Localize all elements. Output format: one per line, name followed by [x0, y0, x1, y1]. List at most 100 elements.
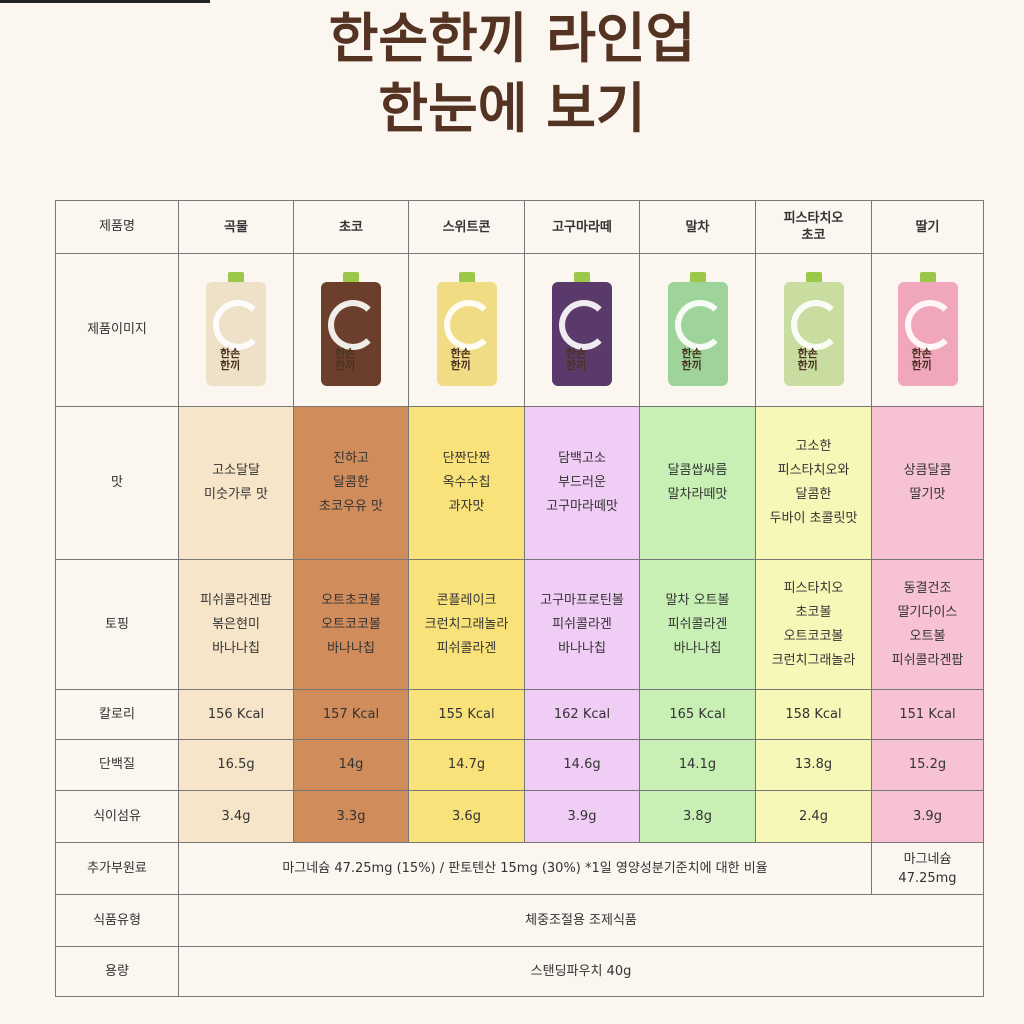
taste-line: 진하고 — [333, 451, 369, 466]
taste-line: 상큼달콤 — [903, 463, 952, 478]
product-fiber-7: 3.9g — [871, 790, 984, 843]
pouch-icon: 한손 한끼 — [782, 272, 846, 388]
pouch-ring-icon — [790, 300, 841, 350]
row-label-protein: 단백질 — [55, 739, 179, 791]
product-calorie-7: 151 Kcal — [871, 689, 984, 740]
product-topping-4: 고구마프로틴볼 피쉬콜라겐 바나나칩 — [524, 559, 640, 690]
pouch-body: 한손 한끼 — [667, 282, 728, 386]
taste-line: 고소달달 — [212, 463, 260, 478]
product-taste-3: 단짠단짠 옥수수칩 과자맛 — [408, 406, 525, 560]
product-name-7: 딸기 — [871, 200, 984, 254]
topping-line: 크런치그래놀라 — [771, 652, 856, 668]
product-protein-4: 14.6g — [524, 739, 640, 791]
product-image-1: 한손 한끼 — [178, 253, 294, 407]
product-name-2: 초코 — [293, 200, 409, 254]
product-calorie-3: 155 Kcal — [408, 689, 525, 740]
taste-line: 딸기맛 — [909, 487, 946, 502]
topping-line: 오트볼 — [909, 628, 946, 644]
product-topping-7: 동결건조 딸기다이스 오트볼 피쉬콜라겐팝 — [871, 559, 984, 690]
taste-line: 미숫가루 맛 — [204, 487, 268, 502]
pouch-ring-icon — [559, 300, 609, 350]
product-fiber-4: 3.9g — [524, 790, 640, 843]
row-label-calorie: 칼로리 — [55, 689, 179, 740]
pouch-label-line: 한손 — [911, 347, 932, 360]
pouch-cap — [458, 272, 475, 282]
row-label-type: 식품유형 — [55, 894, 179, 947]
product-name-4: 고구마라떼 — [524, 200, 640, 254]
topping-line: 피스타치오 — [783, 580, 844, 596]
row-additive: 추가부원료 마그네슘 47.25mg (15%) / 판토텐산 15mg (30… — [55, 842, 984, 895]
product-protein-7: 15.2g — [871, 739, 984, 791]
pouch-body: 한손 한끼 — [897, 282, 958, 386]
taste-line: 옥수수칩 — [442, 475, 491, 490]
food-type-value: 체중조절용 조제식품 — [178, 894, 984, 947]
topping-line: 피쉬콜라겐팝 — [200, 592, 272, 608]
taste-line: 단짠단짠 — [442, 451, 491, 466]
product-image-7: 한손 한끼 — [871, 253, 984, 407]
additive-strawberry-line-2: 47.25mg — [898, 870, 957, 886]
pouch-cap — [689, 272, 706, 282]
pouch-label-line: 한끼 — [335, 359, 356, 372]
topping-line: 피쉬콜라겐팝 — [891, 652, 964, 668]
pouch-label: 한손 한끼 — [220, 348, 240, 372]
topping-line: 오트초코볼 — [321, 592, 381, 608]
product-calorie-4: 162 Kcal — [524, 689, 640, 740]
topping-line: 말차 오트볼 — [665, 592, 730, 608]
topping-line: 바나나칩 — [327, 640, 375, 656]
pouch-body: 한손 한끼 — [206, 282, 266, 386]
pouch-label: 한손 한끼 — [798, 348, 818, 372]
taste-line: 달콤쌉싸름 — [667, 463, 728, 478]
pouch-label-line: 한끼 — [911, 359, 932, 372]
row-volume: 용량 스탠딩파우치 40g — [55, 946, 984, 997]
pouch-ring-icon — [213, 300, 263, 350]
pouch-label: 한손 한끼 — [335, 348, 355, 372]
taste-line: 말차라떼맛 — [667, 487, 728, 502]
row-label-volume: 용량 — [55, 946, 179, 997]
topping-line: 바나나칩 — [212, 640, 260, 656]
pouch-label: 한손 한끼 — [912, 348, 932, 372]
pouch-label-line: 한끼 — [566, 359, 587, 372]
topping-line: 피쉬콜라겐 — [667, 616, 728, 632]
pouch-label-line: 한끼 — [450, 359, 471, 372]
topping-line: 볶은현미 — [212, 616, 260, 632]
taste-line: 달콤한 — [795, 487, 832, 502]
row-protein: 단백질 16.5g 14g 14.7g 14.6g 14.1g 13.8g 15.2g — [55, 739, 984, 791]
row-calorie: 칼로리 156 Kcal 157 Kcal 155 Kcal 162 Kcal 165 … — [55, 689, 984, 740]
product-protein-1: 16.5g — [178, 739, 294, 791]
product-fiber-5: 3.8g — [639, 790, 756, 843]
product-name-line: 초코 — [801, 228, 826, 243]
product-calorie-5: 165 Kcal — [639, 689, 756, 740]
product-calorie-6: 158 Kcal — [755, 689, 872, 740]
topping-line: 딸기다이스 — [897, 604, 958, 620]
pouch-label-line: 한손 — [566, 347, 587, 360]
pouch-cap — [805, 272, 822, 282]
pouch-label: 한손 한끼 — [566, 348, 586, 372]
product-image-3: 한손 한끼 — [408, 253, 525, 407]
pouch-label-line: 한손 — [450, 347, 471, 360]
product-protein-5: 14.1g — [639, 739, 756, 791]
row-name: 제품명 곡물 초코 스위트콘 고구마라떼 말차 피스타치오 초코 딸기 — [55, 200, 984, 254]
pouch-body: 한손 한끼 — [321, 282, 381, 386]
pouch-cap — [343, 272, 359, 282]
pouch-label: 한손 한끼 — [451, 348, 471, 372]
product-fiber-6: 2.4g — [755, 790, 872, 843]
topping-line: 피쉬콜라겐 — [436, 640, 497, 656]
product-image-6: 한손 한끼 — [755, 253, 872, 407]
pouch-body: 한손 한끼 — [436, 282, 497, 386]
product-topping-5: 말차 오트볼 피쉬콜라겐 바나나칩 — [639, 559, 756, 690]
product-image-2: 한손 한끼 — [293, 253, 409, 407]
pouch-icon: 한손 한끼 — [666, 272, 730, 388]
pouch-cap — [574, 272, 590, 282]
pouch-body: 한손 한끼 — [552, 282, 612, 386]
topping-line: 고구마프로틴볼 — [540, 592, 624, 608]
pouch-icon: 한손 한끼 — [550, 272, 614, 388]
pouch-ring-icon — [674, 300, 725, 350]
pouch-cap — [919, 272, 936, 282]
row-label-additive: 추가부원료 — [55, 842, 179, 895]
title-line-2: 한눈에 보기 — [378, 77, 646, 140]
row-label-name: 제품명 — [55, 200, 179, 254]
pouch-label-line: 한손 — [797, 347, 818, 360]
row-label-image: 제품이미지 — [55, 253, 179, 407]
